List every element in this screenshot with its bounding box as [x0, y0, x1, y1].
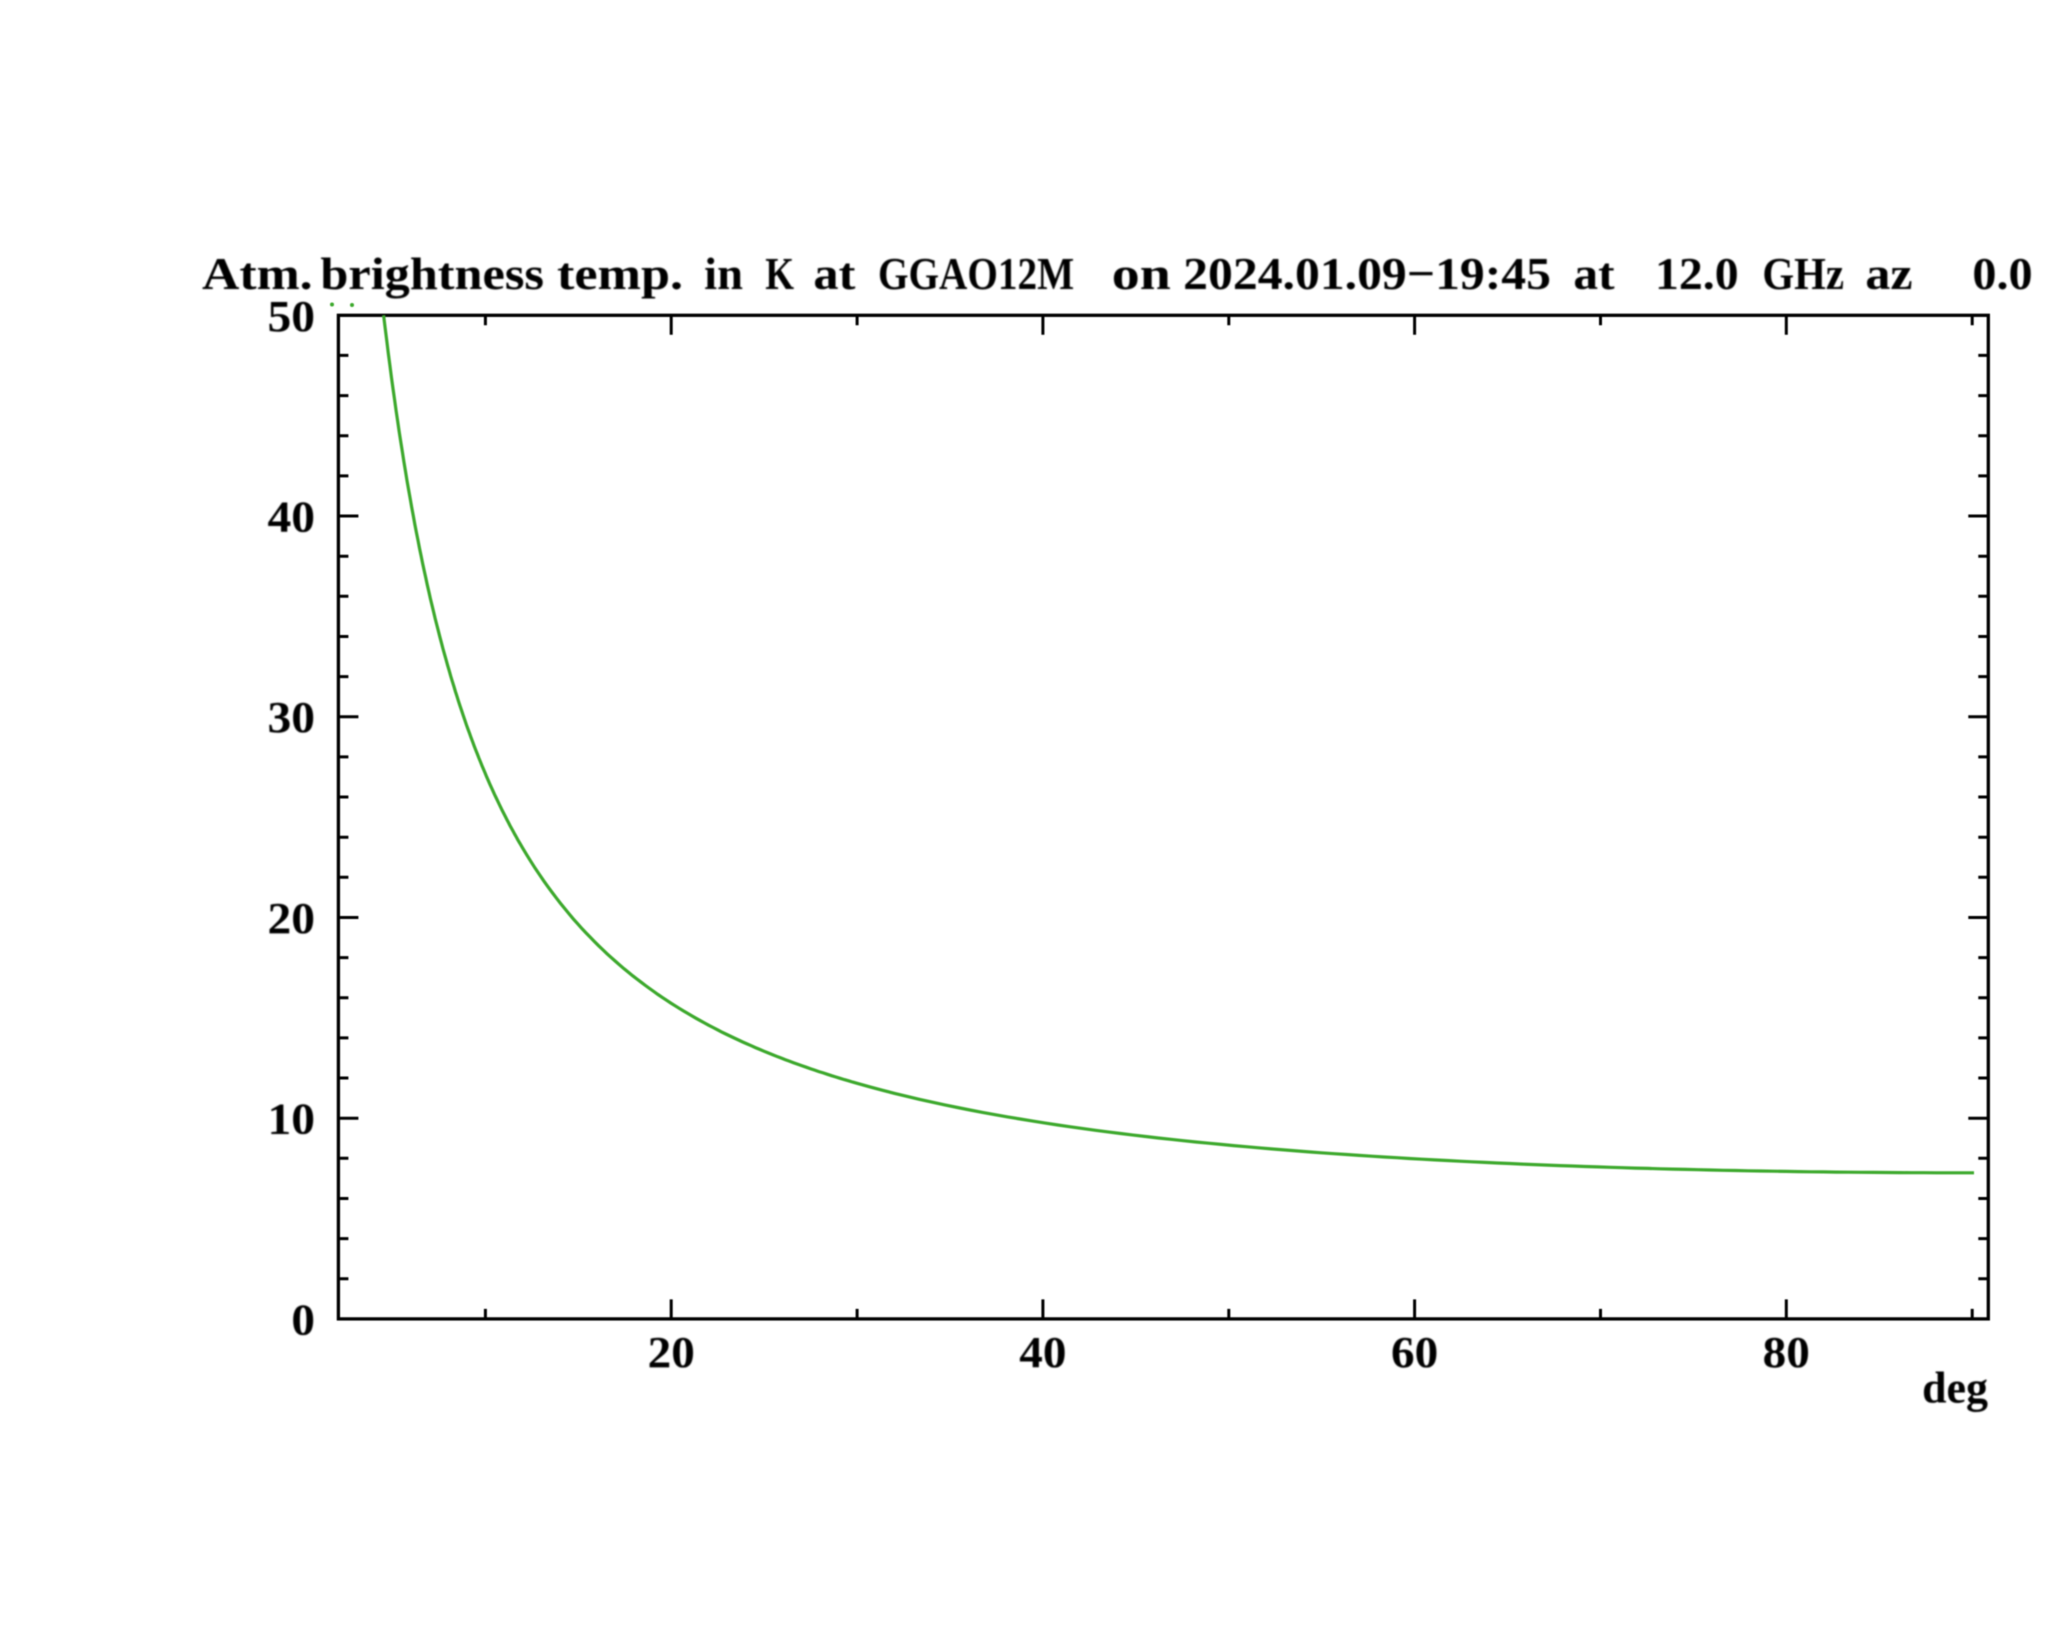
svg-text:12.0: 12.0 — [1655, 248, 1739, 299]
svg-text:50: 50 — [268, 292, 316, 341]
svg-text:2024.01.09−19:45: 2024.01.09−19:45 — [1183, 248, 1551, 299]
svg-text:at: at — [1573, 248, 1615, 299]
svg-text:GGAO12M: GGAO12M — [878, 248, 1074, 299]
svg-text:on: on — [1112, 248, 1171, 299]
svg-text:20: 20 — [648, 1328, 695, 1377]
svg-text:Atm.: Atm. — [202, 248, 313, 299]
svg-text:0.0: 0.0 — [1972, 248, 2032, 299]
svg-text:0: 0 — [291, 1295, 315, 1344]
svg-text:60: 60 — [1391, 1328, 1438, 1377]
svg-text:30: 30 — [268, 693, 316, 742]
svg-text:deg: deg — [1922, 1364, 1988, 1413]
svg-text:80: 80 — [1763, 1328, 1810, 1377]
svg-text:GHz: GHz — [1762, 248, 1844, 299]
svg-text:az: az — [1865, 248, 1912, 299]
svg-text:in: in — [704, 248, 743, 299]
svg-text:10: 10 — [268, 1095, 316, 1144]
svg-text:brightness: brightness — [320, 248, 544, 299]
svg-text:K: K — [765, 248, 794, 299]
svg-text:at: at — [813, 248, 856, 299]
svg-text:20: 20 — [268, 894, 316, 943]
svg-text:40: 40 — [1019, 1328, 1066, 1377]
svg-text:temp.: temp. — [557, 248, 683, 299]
svg-text:40: 40 — [268, 493, 316, 542]
